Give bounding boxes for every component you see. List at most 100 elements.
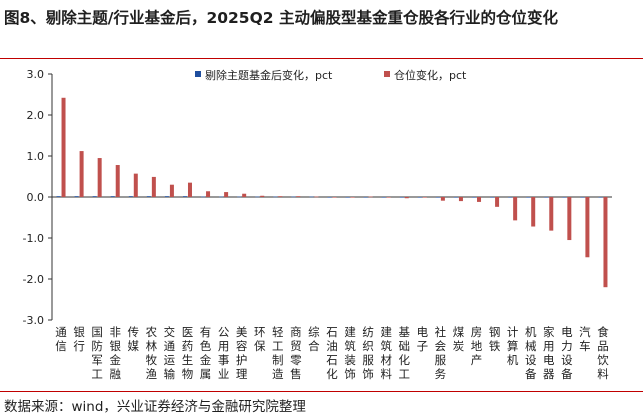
- bar-position-change: [187, 182, 192, 197]
- bar-theme-excluded: [182, 196, 187, 197]
- title-rule: [0, 58, 643, 59]
- chart-title: 图8、剔除主题/行业基金后，2025Q2 主动偏股型基金重仓股各行业的仓位变化: [4, 9, 558, 27]
- bar-theme-excluded: [472, 197, 477, 198]
- bar-theme-excluded: [110, 196, 115, 197]
- x-category-label: 建筑材料: [380, 325, 392, 381]
- legend-swatch-b: [384, 71, 390, 77]
- bar-position-change: [224, 192, 229, 197]
- bar-position-change: [278, 196, 283, 197]
- bar-position-change: [422, 197, 427, 198]
- x-category-label: 轻工制造: [272, 325, 284, 381]
- bar-position-change: [404, 197, 409, 199]
- bar-theme-excluded: [345, 197, 350, 198]
- x-category-label: 传媒: [128, 325, 140, 353]
- bar-position-change: [260, 195, 265, 197]
- x-category-label: 环保: [254, 325, 266, 353]
- bar-position-change: [61, 97, 66, 197]
- x-category-label: 电力设备: [561, 325, 573, 381]
- bar-position-change: [332, 197, 337, 198]
- bar-theme-excluded: [237, 196, 242, 198]
- bar-position-change: [585, 197, 590, 258]
- bar-theme-excluded: [526, 197, 531, 198]
- x-category-label: 基础化工: [399, 325, 411, 381]
- bar-theme-excluded: [327, 197, 332, 198]
- bar-chart: 3.0 2.0 1.0 0.0 -1.0 -2.0 -3.0 通信银行国防军工非银金融传媒农…: [23, 68, 612, 381]
- y-tick-label: -3.0: [23, 314, 44, 327]
- legend-label-a: 剔除主题基金后变化，pct: [205, 68, 333, 82]
- bar-theme-excluded: [56, 196, 61, 197]
- bar-theme-excluded: [309, 196, 314, 198]
- bar-position-change: [495, 197, 500, 207]
- bar-position-change: [386, 197, 391, 198]
- bar-theme-excluded: [381, 197, 386, 198]
- x-category-label: 石油石化: [326, 325, 338, 381]
- bar-theme-excluded: [580, 197, 585, 198]
- x-category-label: 交通运输: [164, 325, 176, 381]
- y-tick-label: 3.0: [27, 68, 45, 81]
- bar-position-change: [513, 197, 518, 221]
- bar-position-change: [458, 197, 463, 202]
- bar-theme-excluded: [417, 197, 422, 198]
- bar-theme-excluded: [146, 196, 151, 197]
- bar-theme-excluded: [508, 197, 513, 198]
- x-category-label: 电子: [417, 325, 429, 353]
- bar-theme-excluded: [255, 196, 260, 198]
- bar-position-change: [314, 196, 319, 198]
- bar-theme-excluded: [435, 197, 440, 198]
- x-category-label: 社会服务: [435, 325, 447, 381]
- x-category-label: 国防军工: [91, 325, 103, 381]
- bar-position-change: [97, 158, 102, 197]
- y-tick-label: -1.0: [23, 232, 44, 245]
- x-category-label: 纺织服饰: [362, 325, 374, 381]
- x-category-label: 医药生物: [182, 325, 194, 381]
- bar-position-change: [549, 197, 554, 231]
- bar-theme-excluded: [291, 196, 296, 198]
- bar-position-change: [169, 184, 174, 197]
- x-category-label: 汽车: [579, 325, 591, 353]
- bar-theme-excluded: [453, 197, 458, 198]
- x-category-label: 公用事业: [218, 325, 230, 381]
- bar-position-change: [296, 196, 301, 197]
- bar-theme-excluded: [363, 197, 368, 198]
- x-category-label: 建筑装饰: [344, 325, 356, 381]
- bar-theme-excluded: [562, 197, 567, 198]
- bar-position-change: [115, 165, 120, 197]
- bar-position-change: [206, 191, 211, 197]
- bar-position-change: [133, 173, 138, 197]
- x-category-label: 农林牧渔: [146, 325, 158, 381]
- x-category-label: 房地产: [471, 325, 483, 367]
- x-category-label: 机械设备: [525, 325, 537, 381]
- x-category-label: 食品饮料: [597, 325, 609, 381]
- x-category-label: 家用电器: [543, 325, 555, 381]
- bar-theme-excluded: [219, 196, 224, 198]
- bar-position-change: [440, 197, 445, 201]
- bar-position-change: [531, 197, 536, 227]
- bar-theme-excluded: [201, 196, 206, 198]
- source-note: 数据来源：wind，兴业证券经济与金融研究院整理: [4, 399, 306, 415]
- x-category-label: 银行: [73, 325, 85, 353]
- x-category-label: 通信: [55, 325, 67, 353]
- bar-theme-excluded: [164, 196, 169, 197]
- bar-position-change: [477, 197, 482, 202]
- x-category-label: 美容护理: [236, 325, 248, 381]
- bar-theme-excluded: [598, 197, 603, 198]
- bar-position-change: [350, 197, 355, 198]
- x-category-label: 非银金融: [109, 325, 121, 381]
- x-category-label: 煤炭: [453, 325, 465, 353]
- bar-position-change: [151, 176, 156, 197]
- legend-label-b: 仓位变化，pct: [394, 68, 467, 82]
- y-tick-label: -2.0: [23, 273, 44, 286]
- y-tick-label: 0.0: [27, 191, 45, 204]
- x-category-label: 计算机: [507, 325, 519, 367]
- bar-position-change: [368, 196, 373, 198]
- bar-theme-excluded: [128, 196, 133, 197]
- bar-theme-excluded: [92, 196, 97, 197]
- bar-position-change: [603, 197, 608, 288]
- source-rule: [0, 391, 643, 392]
- x-category-label: 钢铁: [489, 325, 501, 353]
- bar-theme-excluded: [399, 197, 404, 198]
- y-tick-label: 2.0: [27, 109, 45, 122]
- bar-theme-excluded: [273, 196, 278, 198]
- bar-theme-excluded: [74, 196, 79, 197]
- y-tick-label: 1.0: [27, 150, 45, 163]
